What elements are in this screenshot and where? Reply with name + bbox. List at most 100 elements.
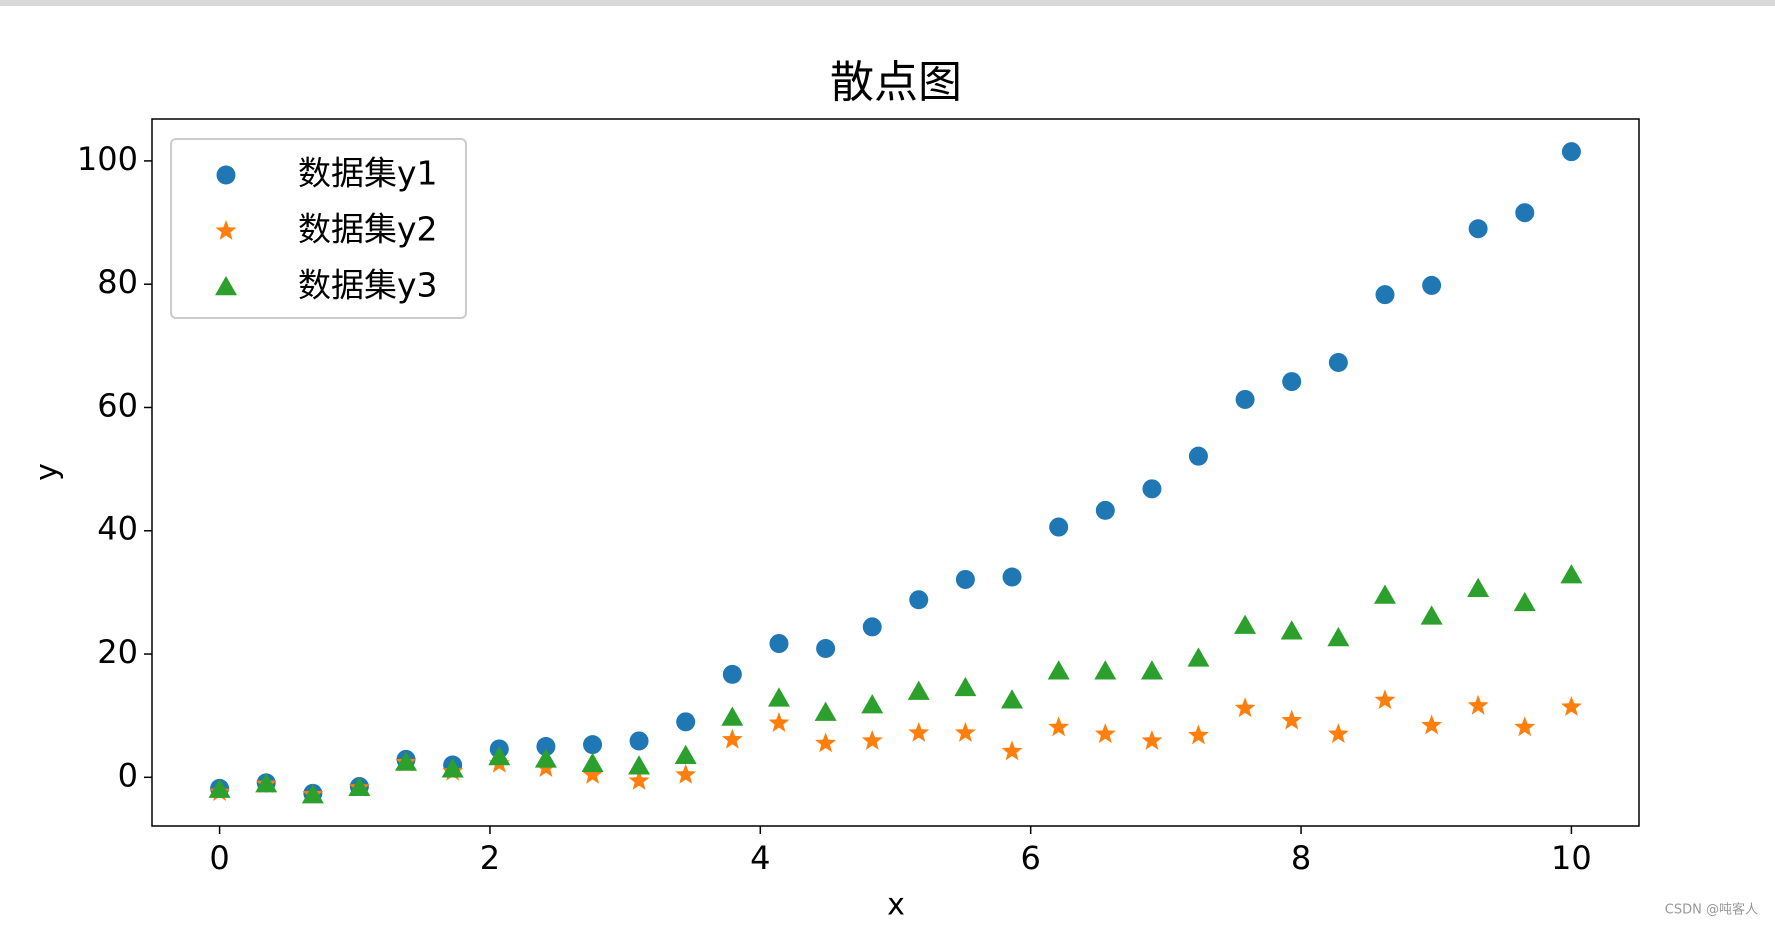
circle-marker	[1375, 285, 1395, 305]
circle-marker	[1422, 275, 1442, 295]
circle-marker	[536, 736, 556, 756]
circle-marker	[769, 634, 789, 654]
triangle-marker	[1001, 689, 1024, 709]
triangle-marker	[1094, 660, 1117, 680]
star-marker	[1048, 716, 1070, 737]
circle-marker	[722, 664, 742, 684]
triangle-marker	[215, 276, 237, 296]
circle-marker	[1188, 446, 1208, 466]
circle-marker	[216, 165, 236, 185]
star-marker	[1141, 729, 1163, 750]
legend-label: 数据集y3	[298, 266, 438, 305]
star-marker	[1001, 740, 1023, 761]
y-tick-label: 0	[118, 756, 138, 794]
triangle-marker	[814, 701, 837, 721]
triangle-marker	[348, 776, 371, 797]
y-tick-label: 20	[97, 633, 138, 671]
triangle-marker	[1513, 591, 1536, 612]
x-tick-label: 6	[1021, 839, 1041, 877]
triangle-marker	[1373, 584, 1396, 604]
y-tick-label: 40	[97, 510, 138, 548]
circle-marker	[1561, 142, 1581, 162]
triangle-marker	[1047, 660, 1070, 680]
triangle-marker	[534, 748, 557, 768]
triangle-marker	[674, 744, 697, 764]
triangle-marker	[488, 745, 511, 766]
triangle-marker	[1280, 620, 1303, 640]
circle-marker	[1142, 479, 1162, 499]
star-marker	[721, 728, 743, 749]
star-marker	[1421, 714, 1443, 735]
star-marker	[954, 721, 976, 742]
star-marker	[215, 220, 237, 240]
x-tick-label: 10	[1551, 839, 1592, 877]
y-tick-label: 60	[97, 386, 138, 424]
circle-marker	[862, 617, 882, 637]
triangle-marker	[1187, 647, 1210, 667]
legend-label: 数据集y2	[298, 210, 438, 249]
watermark: CSDN @吨客人	[1665, 902, 1758, 918]
circle-marker	[629, 731, 649, 751]
star-marker	[1234, 697, 1256, 718]
triangle-marker	[1140, 660, 1163, 680]
chart-title: 散点图	[830, 57, 962, 108]
star-marker	[768, 712, 790, 732]
triangle-marker	[301, 784, 324, 804]
star-marker	[1187, 724, 1209, 745]
triangle-marker	[581, 752, 604, 772]
legend-box	[170, 138, 467, 319]
circle-marker	[676, 712, 696, 732]
triangle-marker	[861, 694, 884, 714]
x-tick-label: 8	[1291, 839, 1311, 877]
star-marker	[1560, 696, 1582, 716]
triangle-marker	[1560, 564, 1583, 584]
star-marker	[1374, 689, 1396, 710]
star-marker	[1094, 723, 1116, 744]
y-axis-label: y	[30, 463, 65, 481]
circle-marker	[1328, 352, 1348, 372]
star-marker	[861, 729, 883, 750]
star-marker	[628, 770, 650, 790]
circle-marker	[1515, 203, 1535, 223]
triangle-marker	[208, 778, 231, 798]
star-marker	[815, 732, 837, 753]
x-tick-label: 4	[750, 839, 770, 877]
legend-label: 数据集y1	[298, 154, 438, 193]
circle-marker	[1235, 389, 1255, 409]
circle-marker	[1049, 517, 1069, 537]
star-marker	[908, 721, 930, 742]
triangle-marker	[1234, 614, 1257, 634]
circle-marker	[955, 569, 975, 589]
star-marker	[1514, 716, 1536, 737]
circle-marker	[1468, 219, 1488, 239]
star-marker	[675, 763, 697, 784]
triangle-marker	[1327, 627, 1350, 647]
circle-marker	[1095, 500, 1115, 520]
window-top-bar	[0, 0, 1775, 6]
star-marker	[1327, 723, 1349, 744]
circle-marker	[583, 735, 603, 755]
star-marker	[1467, 694, 1489, 715]
x-tick-label: 2	[480, 839, 500, 877]
y-tick-label: 80	[97, 263, 138, 301]
y-tick-label: 100	[77, 140, 138, 178]
triangle-marker	[255, 773, 278, 793]
plot-frame	[151, 118, 1640, 827]
triangle-marker	[1467, 577, 1490, 597]
triangle-marker	[907, 680, 930, 700]
star-marker	[1281, 709, 1303, 730]
circle-marker	[1002, 567, 1022, 587]
circle-marker	[1282, 372, 1302, 392]
star-marker	[582, 763, 604, 784]
triangle-marker	[1420, 605, 1443, 625]
circle-marker	[816, 638, 836, 658]
circle-marker	[909, 590, 929, 610]
x-tick-label: 0	[209, 839, 229, 877]
triangle-marker	[441, 758, 464, 778]
triangle-marker	[721, 706, 744, 726]
triangle-marker	[954, 676, 977, 697]
triangle-marker	[767, 687, 790, 707]
x-axis-label: x	[887, 888, 905, 923]
triangle-marker	[395, 751, 418, 771]
